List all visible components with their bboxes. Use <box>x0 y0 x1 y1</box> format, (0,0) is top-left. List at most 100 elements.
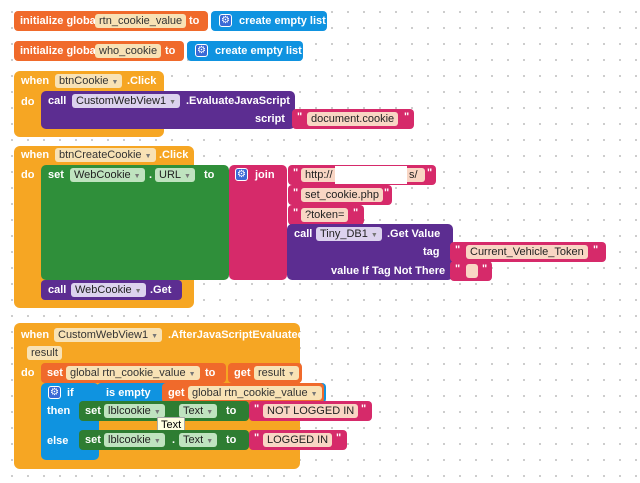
property-name: Text <box>183 434 204 446</box>
string-value[interactable]: NOT LOGGED IN <box>263 404 359 418</box>
dot-label: . <box>172 434 176 446</box>
component-dropdown[interactable]: lblcookie ▼ <box>104 433 165 447</box>
property-name: Text <box>183 405 204 417</box>
method-label: .Get Value <box>387 228 441 240</box>
quote-close: " <box>384 187 390 199</box>
variable-dropdown[interactable]: global rtn_cookie_value ▼ <box>66 366 200 380</box>
variable-dropdown[interactable]: result ▼ <box>254 366 299 380</box>
gear-icon[interactable]: ⚙ <box>219 14 232 27</box>
string-value[interactable]: LOGGED IN <box>263 433 333 447</box>
chevron-down-icon: ▼ <box>153 409 161 416</box>
string-suffix: s/ <box>409 169 418 181</box>
quote-open: " <box>293 167 299 179</box>
variable-name: result <box>258 367 285 379</box>
string-value[interactable]: http:// s/ <box>301 166 425 184</box>
chevron-down-icon: ▼ <box>111 79 119 86</box>
create-empty-list-block[interactable] <box>211 11 327 31</box>
variable-name: global rtn_cookie_value <box>192 387 308 399</box>
quote-close: " <box>482 263 488 275</box>
component-name: CustomWebView1 <box>76 95 167 107</box>
gear-icon[interactable]: ⚙ <box>235 168 248 181</box>
component-dropdown[interactable]: WebCookie ▼ <box>70 168 145 182</box>
var-name-field[interactable]: rtn_cookie_value <box>95 14 187 28</box>
component-dropdown[interactable]: CustomWebView1 ▼ <box>72 94 181 108</box>
quote-open: " <box>254 432 260 444</box>
if-label: if <box>67 387 74 399</box>
quote-open: " <box>293 207 299 219</box>
chevron-down-icon: ▼ <box>206 409 214 416</box>
call-label: call <box>48 284 67 296</box>
component-name: WebCookie <box>74 169 131 181</box>
component-name: btnCookie <box>59 75 109 87</box>
string-value[interactable]: ?token= <box>301 208 349 222</box>
chevron-down-icon: ▼ <box>134 288 142 295</box>
is-empty-label: is empty <box>106 387 151 399</box>
when-label: when <box>21 329 50 341</box>
component-name: Tiny_DB1 <box>320 228 368 240</box>
to-label: to <box>205 367 216 379</box>
set-label: set <box>47 367 63 379</box>
chevron-down-icon: ▼ <box>169 99 177 106</box>
gear-icon[interactable]: ⚙ <box>195 44 208 57</box>
component-dropdown[interactable]: WebCookie ▼ <box>71 283 146 297</box>
event-name-label: .AfterJavaScriptEvaluated <box>168 329 305 341</box>
method-label: .EvaluateJavaScript <box>186 95 290 107</box>
call-label: call <box>48 95 67 107</box>
set-label: set <box>48 169 64 181</box>
tooltip: Text <box>157 417 186 433</box>
chevron-down-icon: ▼ <box>370 232 378 239</box>
string-value[interactable]: document.cookie <box>307 112 399 126</box>
value-if-tag-not-there-label: value If Tag Not There <box>331 265 446 277</box>
component-dropdown[interactable]: lblcookie ▼ <box>104 404 165 418</box>
create-empty-list-block[interactable] <box>187 41 303 61</box>
set-label: set <box>85 434 101 446</box>
tag-param-label: tag <box>423 246 440 258</box>
quote-open: " <box>293 187 299 199</box>
quote-open: " <box>297 111 303 123</box>
quote-close: " <box>336 432 342 444</box>
quote-open: " <box>455 263 461 275</box>
var-name-field[interactable]: who_cookie <box>95 44 162 58</box>
quote-close: " <box>593 244 599 256</box>
chevron-down-icon: ▼ <box>188 371 196 378</box>
component-dropdown[interactable]: CustomWebView1 ▼ <box>54 328 163 342</box>
string-value[interactable] <box>466 264 478 278</box>
redaction <box>335 166 407 184</box>
script-param-label: script <box>255 113 285 125</box>
join-block[interactable] <box>229 165 287 280</box>
chevron-down-icon: ▼ <box>206 438 214 445</box>
quote-close: " <box>353 207 359 219</box>
event-name-label: .Click <box>127 75 157 87</box>
create-empty-list-label: create empty list <box>239 15 326 27</box>
quote-close: " <box>427 167 433 179</box>
property-dropdown[interactable]: Text ▼ <box>179 404 218 418</box>
property-dropdown[interactable]: URL ▼ <box>155 168 195 182</box>
when-label: when <box>21 75 50 87</box>
quote-open: " <box>455 244 461 256</box>
chevron-down-icon: ▼ <box>153 438 161 445</box>
component-dropdown[interactable]: Tiny_DB1 ▼ <box>316 227 382 241</box>
quote-open: " <box>254 403 260 415</box>
component-dropdown[interactable]: btnCreateCookie ▼ <box>55 148 156 162</box>
component-name: CustomWebView1 <box>58 329 149 341</box>
init-global-label: initialize global <box>20 15 99 27</box>
to-label: to <box>189 15 200 27</box>
property-dropdown[interactable]: Text ▼ <box>179 433 218 447</box>
chevron-down-icon: ▼ <box>184 173 191 180</box>
string-value[interactable]: set_cookie.php <box>301 188 383 202</box>
gear-icon[interactable]: ⚙ <box>48 386 61 399</box>
string-value[interactable]: Current_Vehicle_Token <box>466 245 588 259</box>
to-label: to <box>165 45 176 57</box>
set-webcookie-url-block[interactable] <box>41 165 229 280</box>
then-label: then <box>47 405 71 417</box>
do-label: do <box>21 367 35 379</box>
join-label: join <box>255 169 275 181</box>
component-name: btnCreateCookie <box>59 149 142 161</box>
component-name: WebCookie <box>75 284 132 296</box>
component-dropdown[interactable]: btnCookie ▼ <box>55 74 123 88</box>
variable-dropdown[interactable]: global rtn_cookie_value ▼ <box>188 386 322 400</box>
init-global-label: initialize global <box>20 45 99 57</box>
chevron-down-icon: ▼ <box>287 371 295 378</box>
event-param-result[interactable]: result <box>27 346 62 360</box>
call-label: call <box>294 228 313 240</box>
